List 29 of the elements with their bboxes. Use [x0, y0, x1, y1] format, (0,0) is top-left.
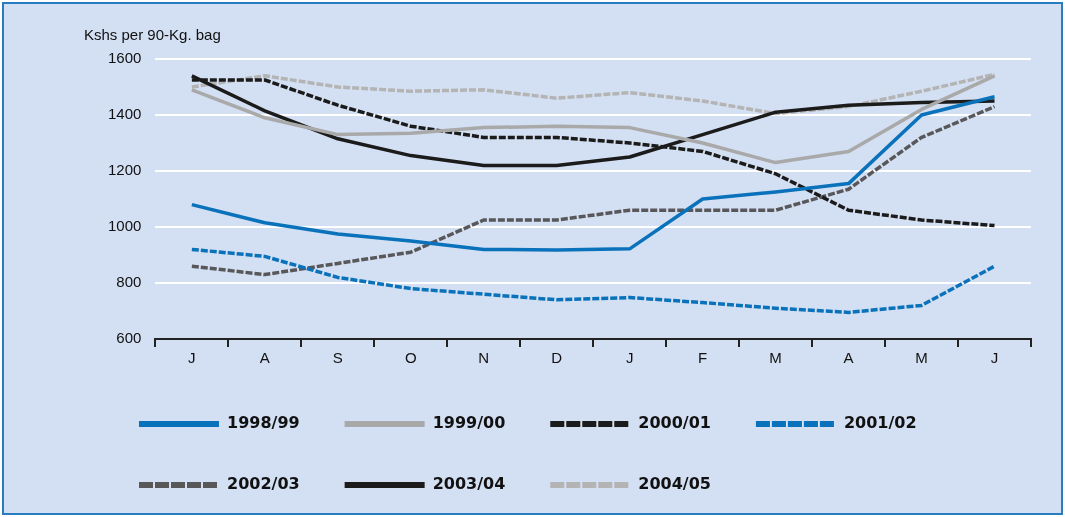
x-tick-label: A — [259, 349, 270, 367]
y-tick-label: 1400 — [107, 105, 142, 123]
legend-label: 1998/99 — [227, 413, 300, 433]
x-tick-label: J — [990, 349, 999, 367]
y-tick-label: 600 — [116, 329, 142, 347]
x-tick-label: N — [478, 349, 490, 367]
line-series — [190, 247, 997, 315]
y-axis-title: Kshs per 90-Kg. bag — [84, 26, 221, 44]
legend-label: 2003/04 — [432, 474, 506, 494]
y-tick-label: 800 — [116, 273, 142, 291]
legend-label: 2002/03 — [227, 474, 300, 494]
x-tick-label: J — [625, 349, 634, 367]
x-tick-label: S — [332, 349, 343, 367]
x-tick-label: M — [769, 349, 782, 367]
x-tick-label: D — [551, 349, 563, 367]
line-series — [190, 104, 997, 277]
x-tick-label: F — [698, 349, 708, 367]
legend-label: 2004/05 — [638, 474, 711, 494]
legend-label: 1999/00 — [432, 413, 506, 433]
y-tick-label: 1000 — [107, 217, 142, 235]
x-tick-label: M — [915, 349, 928, 367]
x-tick-label: J — [188, 349, 196, 367]
line-series — [190, 78, 997, 228]
y-tick-label: 1200 — [107, 161, 142, 179]
x-tick-label: O — [404, 349, 417, 367]
legend-label: 2000/01 — [638, 413, 711, 433]
legend-label: 2001/02 — [843, 413, 917, 433]
x-tick-label: A — [843, 349, 854, 367]
y-tick-label: 1600 — [107, 49, 142, 67]
